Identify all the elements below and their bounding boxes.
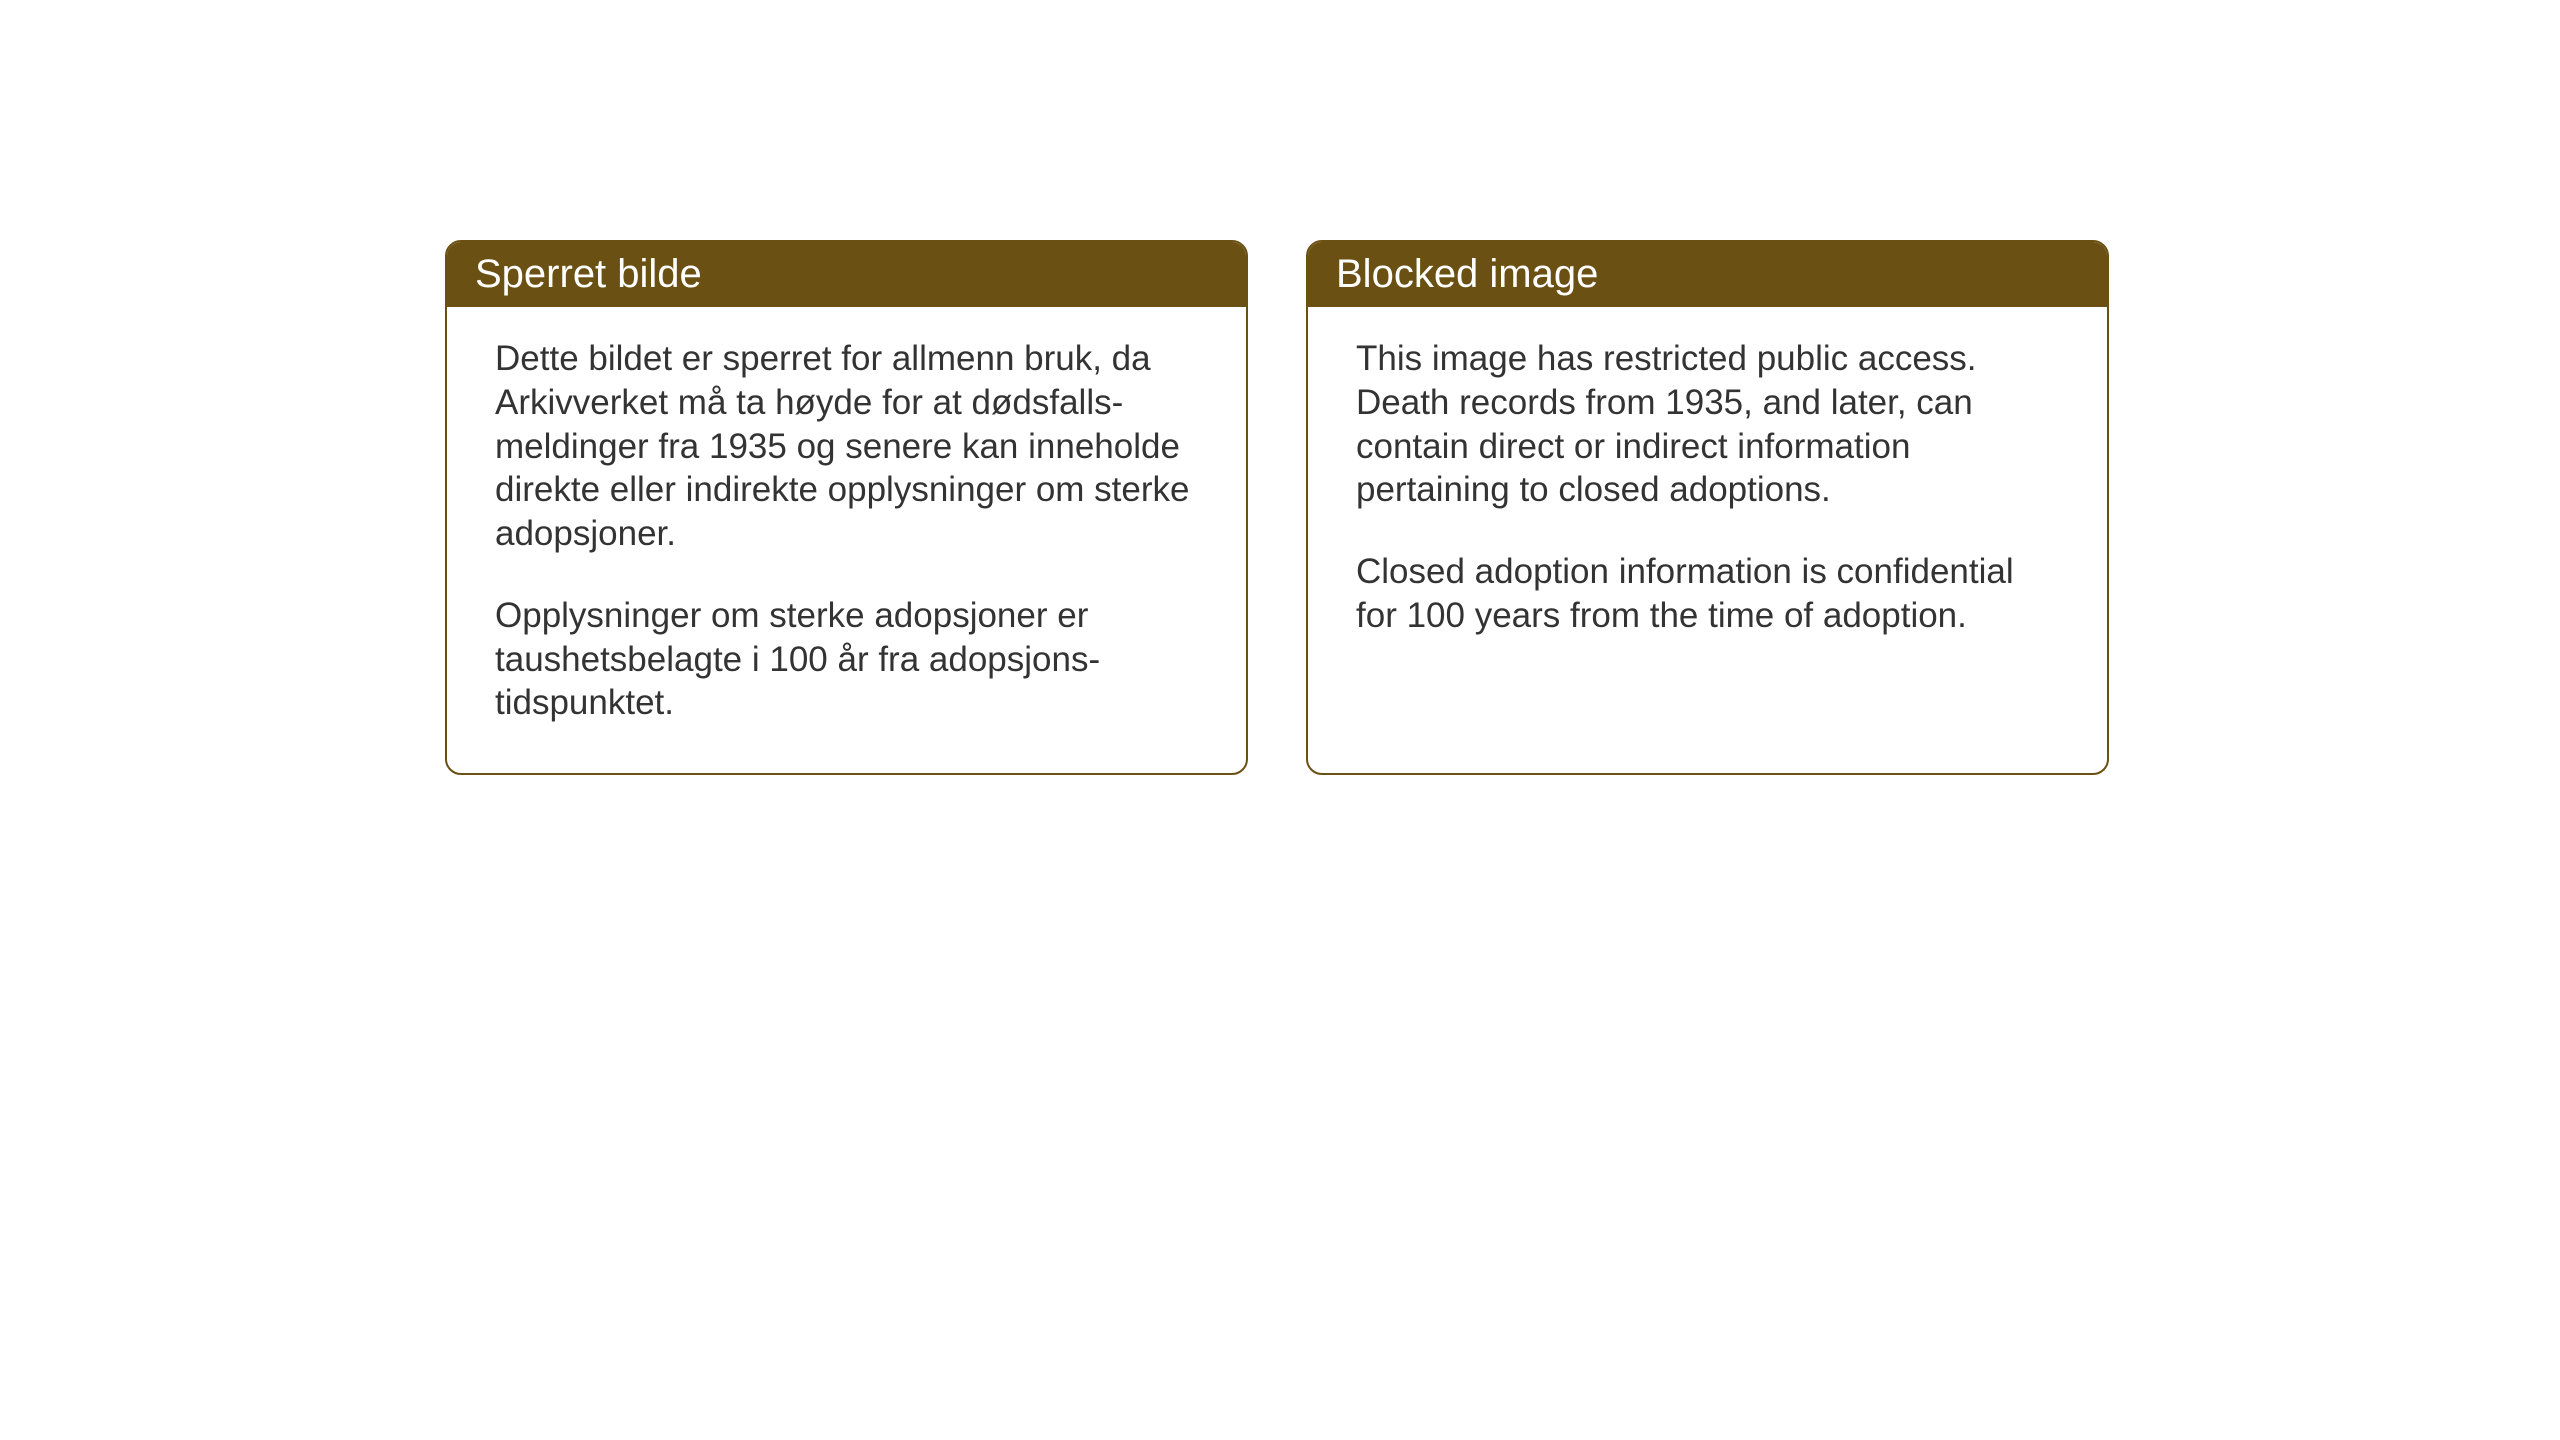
english-notice-card: Blocked image This image has restricted … xyxy=(1306,240,2109,775)
english-card-body: This image has restricted public access.… xyxy=(1308,307,2107,686)
norwegian-card-title: Sperret bilde xyxy=(447,242,1246,307)
notice-container: Sperret bilde Dette bildet er sperret fo… xyxy=(445,240,2109,775)
norwegian-card-body: Dette bildet er sperret for allmenn bruk… xyxy=(447,307,1246,773)
english-paragraph-1: This image has restricted public access.… xyxy=(1356,337,2059,512)
english-paragraph-2: Closed adoption information is confident… xyxy=(1356,550,2059,638)
norwegian-paragraph-1: Dette bildet er sperret for allmenn bruk… xyxy=(495,337,1198,556)
english-card-title: Blocked image xyxy=(1308,242,2107,307)
norwegian-notice-card: Sperret bilde Dette bildet er sperret fo… xyxy=(445,240,1248,775)
norwegian-paragraph-2: Opplysninger om sterke adopsjoner er tau… xyxy=(495,594,1198,725)
